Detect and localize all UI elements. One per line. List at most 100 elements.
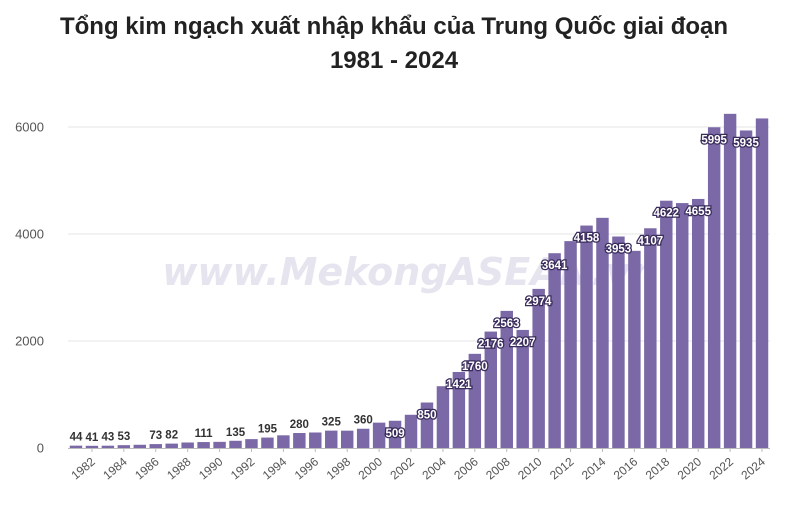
data-label-1981: 44 (70, 432, 83, 444)
x-tick-label: 1990 (196, 454, 226, 482)
bar-1984 (117, 445, 131, 448)
data-label-2006: 1760 (462, 361, 488, 373)
bar-2000 (372, 422, 386, 448)
data-label-1989: 111 (195, 428, 214, 440)
y-tick-label: 2000 (15, 334, 44, 349)
data-label-2018: 4622 (654, 208, 680, 220)
x-tick-label: 1986 (132, 454, 162, 482)
bar-1990 (213, 441, 226, 448)
data-label-1982: 41 (86, 432, 99, 444)
data-label-2010: 2974 (526, 296, 552, 308)
x-tick-label: 1994 (260, 454, 290, 482)
data-label-2001: 509 (385, 428, 404, 440)
bar-1986 (149, 444, 162, 448)
data-label-2009: 2207 (510, 337, 536, 349)
x-tick-label: 2016 (611, 454, 641, 482)
chart-title: Tổng kim ngạch xuất nhập khẩu của Trung … (0, 10, 788, 78)
bar-1983 (101, 445, 115, 448)
x-tick-label: 1982 (68, 454, 98, 482)
x-tick-label: 1984 (100, 454, 130, 482)
bar-2024 (755, 118, 769, 448)
data-label-2020: 4655 (685, 206, 711, 218)
x-tick-label: 1996 (292, 454, 322, 482)
bar-1991 (229, 440, 242, 448)
data-label-1995: 280 (290, 419, 309, 431)
bar-2017 (644, 228, 657, 448)
bar-2008 (500, 310, 513, 448)
bar-2016 (628, 250, 641, 448)
bar-2009 (516, 329, 529, 448)
bar-2001 (388, 420, 402, 448)
data-label-2011: 3641 (542, 260, 568, 272)
data-label-2015: 3953 (606, 244, 632, 256)
bar-2023 (739, 130, 753, 449)
bar-2018 (660, 200, 673, 448)
bar-1993 (261, 437, 274, 448)
data-label-2017: 4107 (638, 235, 664, 247)
data-label-1984: 53 (117, 431, 130, 443)
data-label-2008: 2563 (494, 318, 520, 330)
x-tick-label: 1998 (324, 454, 354, 482)
bar-1994 (277, 435, 290, 448)
bar-2002 (404, 414, 418, 448)
x-tick-label: 2020 (675, 454, 705, 482)
bar-2007 (484, 331, 498, 448)
chart-title-line2: 1981 - 2024 (329, 47, 459, 74)
bar-2020 (691, 198, 705, 448)
data-label-2023: 5935 (733, 137, 759, 149)
bar-2012 (564, 241, 577, 448)
bar-2005 (452, 371, 466, 448)
bar-1985 (133, 444, 147, 448)
data-label-2007: 2176 (478, 339, 504, 351)
bar-2021 (707, 127, 721, 449)
data-label-2003: 850 (417, 410, 436, 422)
x-tick-label: 2002 (387, 454, 417, 482)
x-tick-label: 2024 (738, 454, 768, 482)
chart-title-line1: Tổng kim ngạch xuất nhập khẩu của Trung … (59, 13, 729, 40)
bar-1992 (245, 439, 258, 448)
bar-2022 (723, 113, 737, 448)
data-label-1993: 195 (258, 424, 278, 436)
bar-1995 (293, 433, 306, 448)
y-tick-label: 0 (37, 441, 44, 456)
x-tick-label: 2010 (515, 454, 545, 482)
x-tick-label: 2022 (707, 454, 737, 482)
data-label-1997: 325 (322, 417, 342, 429)
data-labels: 44 41 43 53 73 82 111 135 195 280 325 360 509 850 1421… (70, 133, 761, 444)
x-tick-label: 2006 (451, 454, 481, 482)
data-label-2013: 4158 (574, 233, 600, 245)
data-label-1987: 82 (165, 430, 178, 442)
bar-2003 (420, 402, 434, 448)
x-tick-label: 1988 (164, 454, 194, 482)
data-label-2005: 1421 (446, 379, 472, 391)
bar-1982 (85, 445, 99, 448)
bar-2011 (548, 253, 561, 448)
bar-1987 (165, 443, 178, 448)
x-tick-label: 2014 (579, 454, 609, 482)
data-label-2021: 5995 (701, 134, 727, 146)
data-label-1991: 135 (226, 427, 246, 439)
bar-2014 (596, 217, 609, 448)
data-label-1983: 43 (101, 432, 114, 444)
x-tick-label: 2018 (643, 454, 673, 482)
x-tick-label: 2012 (547, 454, 577, 482)
bar-2019 (676, 203, 689, 448)
bar-1989 (197, 442, 210, 448)
bar-2004 (436, 386, 450, 448)
bar-2015 (612, 236, 625, 448)
y-tick-label: 4000 (15, 227, 44, 242)
bar-2010 (532, 288, 545, 448)
bar-1997 (325, 430, 338, 448)
bar-1998 (340, 430, 354, 448)
x-tick-label: 2008 (483, 454, 513, 482)
bar-1981 (69, 445, 83, 448)
y-tick-label: 6000 (15, 120, 44, 135)
bar-2006 (468, 353, 482, 448)
data-label-1986: 73 (149, 430, 162, 442)
bars (69, 113, 769, 449)
bar-2013 (580, 225, 593, 448)
x-tick-label: 2004 (419, 454, 449, 482)
bar-1996 (309, 432, 322, 449)
data-label-1999: 360 (354, 415, 373, 427)
